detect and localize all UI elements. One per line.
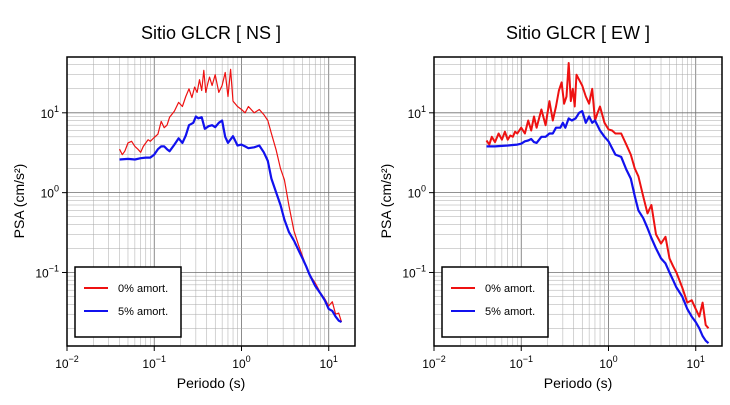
y-axis-label: PSA (cm/s²) <box>11 164 27 239</box>
x-tick-label: 101 <box>687 354 705 371</box>
y-tick-label: 100 <box>408 184 426 201</box>
x-tick-label: 100 <box>599 354 617 371</box>
x-tick-label: 10−1 <box>142 354 166 371</box>
chart-title: Sitio GLCR [ NS ] <box>141 23 281 43</box>
x-tick-label: 10−2 <box>422 354 446 371</box>
series-line-damping-5 <box>486 109 710 345</box>
x-axis-label: Periodo (s) <box>177 375 245 391</box>
series-line-damping-5 <box>119 115 342 323</box>
x-tick-label: 101 <box>320 354 338 371</box>
chart-title: Sitio GLCR [ EW ] <box>506 23 650 43</box>
x-tick-label: 10−1 <box>509 354 533 371</box>
plot-frame <box>66 56 356 347</box>
y-axis-label: PSA (cm/s²) <box>378 164 394 239</box>
y-tick-label: 101 <box>408 104 426 121</box>
grid-lines <box>66 56 356 346</box>
x-axis-label: Periodo (s) <box>544 375 612 391</box>
legend-label: 0% amort. <box>485 283 535 295</box>
y-tick-label: 10−1 <box>402 263 426 280</box>
y-tick-label: 100 <box>41 184 59 201</box>
legend: 0% amort. 5% amort. <box>441 266 549 338</box>
legend-label: 5% amort. <box>485 306 535 318</box>
chart-panel-ns: Sitio GLCR [ NS ] Periodo (s) PSA (cm/s²… <box>11 23 356 391</box>
legend: 0% amort. 5% amort. <box>74 266 182 338</box>
legend-box <box>441 266 549 338</box>
legend-label: 5% amort. <box>118 306 168 318</box>
y-tick-label: 101 <box>41 104 59 121</box>
legend-box <box>74 266 182 338</box>
series-line-damping-0 <box>485 62 710 329</box>
y-tick-label: 10−1 <box>35 263 59 280</box>
legend-label: 0% amort. <box>118 283 168 295</box>
x-tick-label: 100 <box>232 354 250 371</box>
plot-frame <box>433 56 723 347</box>
x-tick-label: 10−2 <box>55 354 79 371</box>
plot-area: 10−2 10−1 100 101 10−1 100 101 0% amort. 5% amor… <box>402 56 723 371</box>
plot-area: 10−2 10−1 100 101 10−1 100 101 0% amort. 5% amor… <box>35 56 356 371</box>
series-line-damping-0 <box>118 68 343 323</box>
chart-panel-ew: Sitio GLCR [ EW ] Periodo (s) PSA (cm/s²… <box>378 23 723 391</box>
